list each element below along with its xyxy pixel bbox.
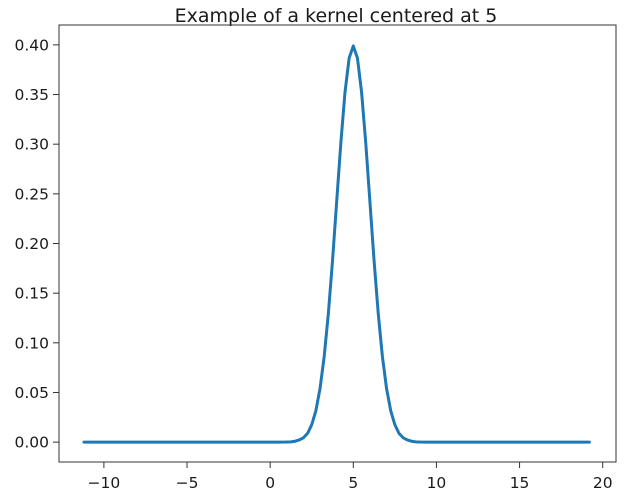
x-tick-label: 0 [265,474,275,492]
x-tick-label: 20 [593,474,613,492]
y-tick-label: 0.10 [14,334,49,352]
y-tick-label: 0.25 [14,185,49,203]
x-tick-label: 10 [427,474,447,492]
y-tick-label: 0.05 [14,384,49,402]
y-tick-label: 0.30 [14,136,49,154]
y-tick-label: 0.35 [14,86,49,104]
plot-area-frame [58,24,617,463]
x-tick-label: 15 [510,474,530,492]
x-tick-label: −10 [88,474,121,492]
y-tick-label: 0.00 [14,434,49,452]
x-axis: −10 −5 0 5 10 15 20 [88,462,613,492]
x-tick-label: 5 [348,474,358,492]
chart-title: Example of a kernel centered at 5 [175,5,498,27]
x-tick-label: −5 [176,474,199,492]
y-tick-label: 0.15 [14,285,49,303]
series-layer [82,44,591,444]
y-tick-label: 0.40 [14,36,49,54]
y-axis: 0.00 0.05 0.10 0.15 0.20 0.25 0.30 0.35 0.40 [14,36,59,452]
kernel-density-line [82,44,591,444]
y-tick-label: 0.20 [14,235,49,253]
